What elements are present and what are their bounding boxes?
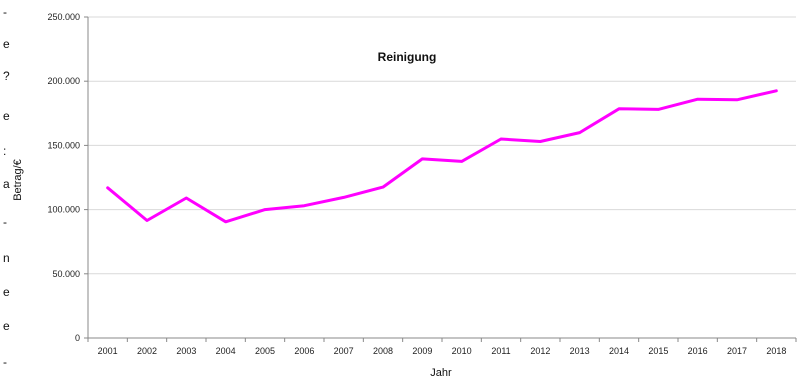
margin-text-fragment: a xyxy=(3,177,10,191)
data-point xyxy=(421,157,424,161)
data-point xyxy=(499,137,503,141)
x-tick-label: 2017 xyxy=(727,346,747,356)
x-tick-label: 2016 xyxy=(688,346,708,356)
data-point xyxy=(617,107,621,111)
margin-text-fragment: - xyxy=(3,5,7,19)
y-tick-label: 50.000 xyxy=(52,269,80,279)
data-point xyxy=(263,208,267,211)
data-point xyxy=(145,219,149,222)
left-margin-text: - e? e: a - n e e - xyxy=(3,5,10,369)
x-tick-label: 2012 xyxy=(530,346,550,356)
y-tick-labels: 0 50.000 100.000 150.000 200.000 250.000 xyxy=(47,12,88,343)
data-point xyxy=(106,186,109,189)
y-tick-label: 0 xyxy=(75,333,80,343)
data-point xyxy=(735,98,739,102)
x-tick-label: 2014 xyxy=(609,346,629,356)
x-tick-label: 2002 xyxy=(137,346,157,356)
x-tick-label: 2007 xyxy=(334,346,354,356)
x-tick-label: 2001 xyxy=(98,346,118,356)
data-point xyxy=(657,108,660,111)
x-tick-label: 2009 xyxy=(412,346,432,356)
data-point xyxy=(303,204,306,207)
x-tick-label: 2008 xyxy=(373,346,393,356)
margin-text-fragment: e xyxy=(3,109,10,123)
x-tick-label: 2018 xyxy=(766,346,786,356)
x-axis-label: Jahr xyxy=(430,367,452,379)
y-tick-label: 150.000 xyxy=(47,140,80,150)
data-point xyxy=(578,131,581,134)
margin-text-fragment: e xyxy=(3,37,10,51)
series-line xyxy=(106,89,778,224)
data-point xyxy=(460,160,463,163)
margin-text-fragment: n xyxy=(3,251,10,265)
data-point xyxy=(775,89,778,93)
x-tick-label: 2013 xyxy=(570,346,590,356)
gridlines xyxy=(88,16,796,275)
margin-text-fragment: : xyxy=(3,144,6,158)
x-tick-label: 2006 xyxy=(294,346,314,356)
x-tick-label: 2015 xyxy=(648,346,668,356)
y-tick-label: 250.000 xyxy=(47,12,80,22)
margin-text-fragment: e xyxy=(3,319,10,333)
x-tick-label: 2010 xyxy=(452,346,472,356)
y-tick-label: 200.000 xyxy=(47,76,80,86)
data-point xyxy=(342,196,345,199)
x-tick-label: 2011 xyxy=(491,346,510,356)
x-tick-label: 2004 xyxy=(216,346,236,356)
margin-text-fragment: e xyxy=(3,285,10,299)
data-point xyxy=(185,196,188,200)
margin-text-fragment: - xyxy=(3,355,7,369)
chart-title: Reinigung xyxy=(378,50,437,64)
margin-text-fragment: ? xyxy=(3,69,10,83)
series-group xyxy=(106,89,778,224)
y-axis-label: Betrag/€ xyxy=(12,159,24,201)
data-point xyxy=(224,220,227,223)
x-tick-label: 2003 xyxy=(176,346,196,356)
margin-text-fragment: - xyxy=(3,215,7,229)
x-tick-label: 2005 xyxy=(255,346,275,356)
x-tick-labels: 2001 2002 2003 2004 2005 2006 2007 2008 2009 2010… xyxy=(87,338,797,356)
data-point xyxy=(539,140,542,143)
axes xyxy=(87,17,796,339)
y-tick-label: 100.000 xyxy=(47,205,80,215)
data-point xyxy=(696,97,699,101)
data-point xyxy=(381,185,385,189)
